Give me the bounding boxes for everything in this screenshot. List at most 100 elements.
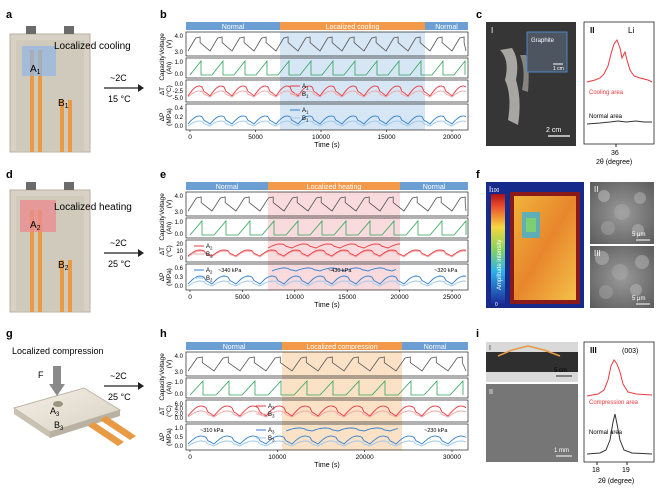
point-a3-label: A3 <box>50 406 60 418</box>
force-label: F <box>38 370 44 380</box>
temperature-series-b <box>187 410 467 418</box>
capacity-ytick: 0.0 <box>175 232 184 238</box>
voltage-axes <box>185 351 469 377</box>
xrd-xlabel-c: 2θ (degree) <box>596 159 632 166</box>
capacity-yunit: (Ah) <box>166 222 173 234</box>
press-legend-b: B1 <box>302 116 309 123</box>
pressure-ytick: 0.0 <box>175 284 184 290</box>
temperature-axes <box>185 79 469 103</box>
pressure-series-a <box>187 275 467 285</box>
arrow-g <box>104 382 144 390</box>
pressure-axes <box>185 103 469 131</box>
voltage-axes <box>185 191 469 217</box>
pressure-yunit: (MPa) <box>166 108 173 126</box>
xrd-tick-18: 18 <box>592 467 600 474</box>
pressure-ytick: 0.0 <box>175 124 184 130</box>
sem-scale-iii: 5 μm <box>632 296 645 302</box>
xrd-cooling-curve <box>586 38 653 83</box>
temp-legend-b: B1 <box>302 92 309 99</box>
press-legend-a: A2 <box>206 268 213 275</box>
panel-letter-g: g <box>6 328 13 340</box>
phase-band-localized <box>280 22 425 30</box>
x-tick-label: 0 <box>188 134 192 141</box>
press-legend-a: A3 <box>268 428 275 435</box>
ultrasound-map: I 100 0 Amplitude intensity <box>486 182 584 308</box>
xrd-xlabel-i: 2θ (degree) <box>598 478 634 485</box>
xrd-003-plot: III (003) Compression area Normal area 1… <box>583 341 655 485</box>
capacity-ytick: 1.0 <box>175 380 184 386</box>
panel-letter-c: c <box>476 9 482 21</box>
pressure-annotation: ~310 kPa <box>200 428 224 434</box>
pressure-yunit: (MPa) <box>166 428 173 446</box>
capacity-axes <box>185 57 469 79</box>
panel-c: c I Graphite 1 cm 2 cm II Li Cooling are… <box>476 9 655 166</box>
cell-label-compression: Localized compression <box>12 346 104 356</box>
temp-legend-b: B2 <box>206 252 213 259</box>
voltage-ytick: 3.0 <box>175 370 184 376</box>
press-legend-b: B3 <box>268 436 275 443</box>
temperature-ytick: 0.0 <box>175 416 184 422</box>
photo-scale-i2: 1 mm <box>554 448 569 454</box>
voltage-series <box>187 356 467 372</box>
x-tick-label: 10000 <box>268 454 286 461</box>
panel-e: e Normal Localized heating Normal Voltage (V… <box>159 169 469 309</box>
temp-legend-a: A2 <box>206 244 213 251</box>
temperature-ytick: 20 <box>176 242 183 248</box>
temperature-ytick: -2.5 <box>173 89 184 95</box>
compression-photo-i: I 5 cm <box>486 342 578 382</box>
capacity-axes <box>185 377 469 399</box>
x-tick-label: 20000 <box>443 134 461 141</box>
photo-roman-i2: II <box>489 389 493 396</box>
point-a1-label: A1 <box>30 64 41 76</box>
x-tick-label: 20000 <box>391 294 409 301</box>
voltage-ytick: 4.0 <box>175 194 184 200</box>
temp-legend-b: B3 <box>268 412 275 419</box>
voltage-ylabel: Voltage <box>159 33 166 55</box>
panel-h: h Normal Localized compression Normal Volta… <box>159 328 469 469</box>
pressure-ylabel: ΔP <box>159 273 166 282</box>
voltage-ytick: 3.0 <box>175 210 184 216</box>
phase-band-localized <box>268 182 400 190</box>
capacity-series <box>189 59 466 76</box>
x-tick-label: 5000 <box>248 134 263 141</box>
x-tick-label: 20000 <box>356 454 374 461</box>
phase-label-2: Localized cooling <box>326 24 380 31</box>
temperature-series-a <box>187 405 467 417</box>
temperature-ytick: 2.0 <box>175 411 184 417</box>
cbar-min: 0 <box>495 302 498 308</box>
sem-image-iii: III 5 μm <box>590 246 654 308</box>
xrd-normal-curve-i <box>586 413 653 455</box>
xrd-normal-label: Normal area <box>589 114 623 120</box>
voltage-ylabel: Voltage <box>159 353 166 375</box>
panel-letter-i: i <box>476 328 479 340</box>
x-tick-label: 0 <box>188 454 192 461</box>
x-tick-label: 30000 <box>443 454 461 461</box>
heating-region <box>20 200 56 232</box>
capacity-ytick: 0.0 <box>175 392 184 398</box>
xrd-element: Li <box>628 26 634 35</box>
photo-roman-i1: I <box>489 345 491 352</box>
temperature-series-b <box>187 250 467 258</box>
press-point <box>53 401 63 407</box>
capacity-yunit: (Ah) <box>166 62 173 74</box>
temperature-ylabel: ΔT <box>159 87 166 95</box>
phase-band-normal-1 <box>186 342 282 350</box>
pressure-ytick: 0.4 <box>175 106 184 112</box>
sem-scale-ii: 5 μm <box>632 232 645 238</box>
photo-scale-c: 2 cm <box>546 127 561 134</box>
pouch-cell-a <box>9 26 91 153</box>
xrd-tick-19: 19 <box>622 467 630 474</box>
temp-label-d: 25 °C <box>108 259 131 269</box>
inset-label-graphite: Graphite <box>531 38 555 44</box>
capacity-ytick: 0.0 <box>175 72 184 78</box>
sem-roman-ii: II <box>594 185 598 194</box>
panel-letter-a: a <box>6 9 13 21</box>
pressure-series-b <box>187 120 467 127</box>
voltage-yunit: (V) <box>166 360 173 369</box>
capacity-yunit: (Ah) <box>166 382 173 394</box>
xrd-normal-label-i: Normal area <box>589 430 623 436</box>
point-b1-label: B1 <box>58 98 69 110</box>
cooling-region <box>22 46 56 76</box>
panel-d: d Localized heating A2 B2 ~2C 25 °C <box>6 169 144 313</box>
